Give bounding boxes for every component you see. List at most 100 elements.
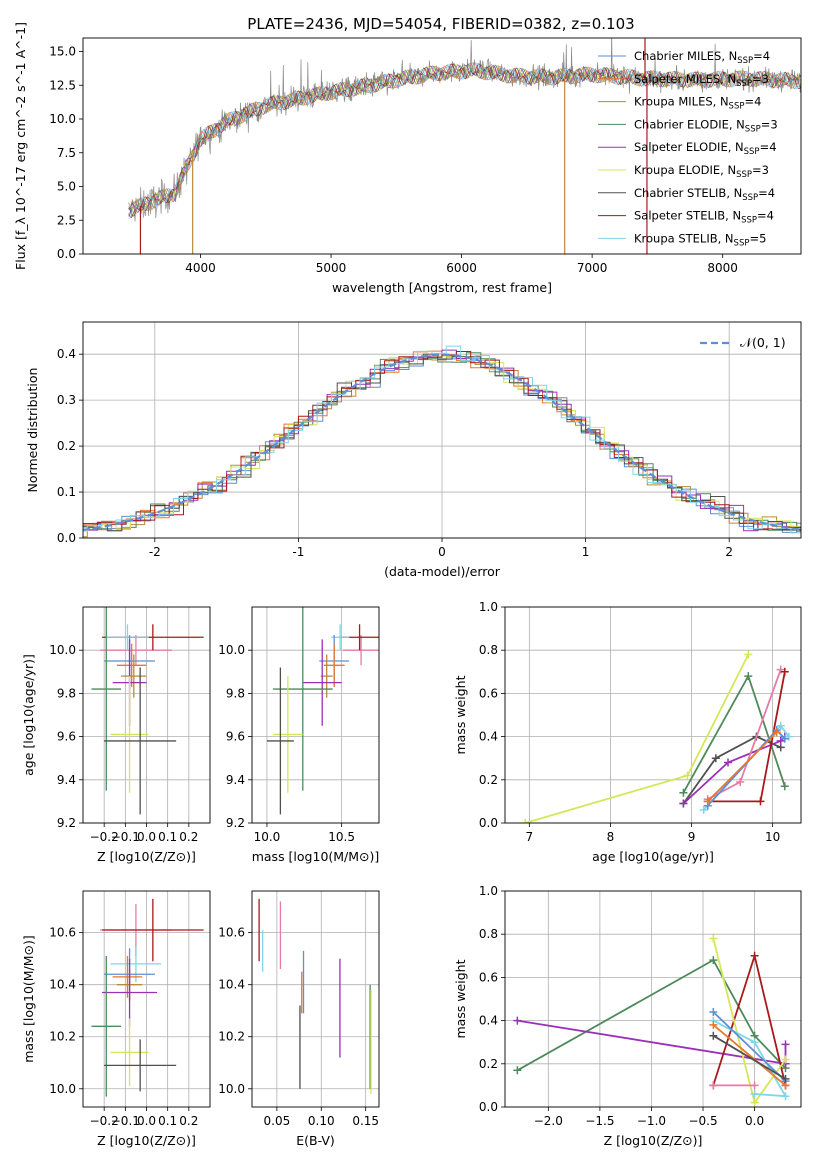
- mass-weight-marker: [724, 758, 733, 767]
- xtick-label: 0.0: [137, 1114, 156, 1128]
- xtick-label: 7: [526, 830, 534, 844]
- model-spectrum-line: [128, 64, 801, 216]
- mass-weight-marker: [709, 956, 718, 965]
- normal-curve: [83, 353, 801, 531]
- mass-weight-marker: [750, 1090, 759, 1099]
- legend-label-value: =3: [752, 163, 769, 177]
- legend-label-sub: SSP: [736, 170, 752, 180]
- xtick-label: 8: [607, 830, 615, 844]
- xtick-label: −0.1: [111, 1114, 140, 1128]
- mass-weight-marker: [679, 788, 688, 797]
- ytick-label: 9.6: [226, 730, 245, 744]
- mass-weight-marker: [780, 734, 789, 743]
- mass-weight-marker: [781, 1040, 790, 1049]
- ytick-label: 0.6: [479, 686, 498, 700]
- plot-area: [258, 898, 372, 1094]
- ytick-label: 9.6: [57, 730, 76, 744]
- legend-label: Kroupa ELODIE, NSSP=3: [634, 163, 769, 180]
- xtick-label: −1.0: [637, 1114, 666, 1128]
- plot-area: [513, 934, 790, 1107]
- mass-weight-line: [707, 731, 778, 803]
- mass-weight-marker: [784, 732, 793, 741]
- x-axis-label: Z [log10(Z/Z⊙)]: [97, 849, 196, 864]
- x-axis-label: Z [log10(Z/Z⊙)]: [97, 1133, 196, 1148]
- mass-weight-marker: [781, 1074, 790, 1083]
- y-axis-label: mass [log10(M/M⊙)]: [21, 935, 36, 1063]
- ytick-label: 0.0: [479, 1100, 498, 1114]
- plot-area: [91, 898, 204, 1097]
- mass-weight-marker: [781, 1055, 790, 1064]
- ytick-label: 0.4: [479, 730, 498, 744]
- mass-weight-marker: [711, 754, 720, 763]
- panel-mass-vs-metallicity: −0.2−0.10.0 0.1 0.2 10.0 10.2 10.4 10.6 Z [log1…: [21, 890, 211, 1148]
- x-axis-label: Z [log10(Z/Z⊙)]: [604, 1133, 703, 1148]
- ytick-label: 0.3: [57, 393, 76, 407]
- mass-weight-marker: [709, 1031, 718, 1040]
- mass-weight-line: [682, 735, 782, 805]
- xtick-label: 0.2: [179, 830, 198, 844]
- ytick-label: 10.0: [218, 1082, 245, 1096]
- mass-weight-marker: [744, 650, 753, 659]
- xtick-label: −0.2: [90, 830, 119, 844]
- ytick-label: 1.0: [479, 600, 498, 614]
- xtick-label: -1: [292, 545, 304, 559]
- legend-label: Salpeter STELIB, NSSP=4: [634, 209, 774, 226]
- legend-label-sub: SSP: [742, 193, 758, 203]
- panel-residual-histogram: -2 -1 0 1 2 0.0 0.1 0.2 0.3 0.4 (data-model)/error…: [25, 321, 802, 579]
- xtick-label: 8000: [707, 261, 738, 275]
- legend-label-text: Salpeter ELODIE, N: [634, 140, 744, 154]
- xtick-label: −1.5: [585, 1114, 614, 1128]
- xtick-label: −2.0: [534, 1114, 563, 1128]
- ytick-label: 7.5: [57, 146, 76, 160]
- ytick-label: 10.0: [49, 643, 76, 657]
- xtick-label: 0: [438, 545, 446, 559]
- ytick-label: 10.4: [49, 978, 76, 992]
- mass-weight-marker: [780, 667, 789, 676]
- y-axis-label: Flux [f_λ 10^-17 erg cm^-2 s^-1 A^-1]: [13, 22, 28, 270]
- mass-weight-marker: [756, 797, 765, 806]
- ytick-label: 5.0: [57, 180, 76, 194]
- mass-weight-marker: [750, 951, 759, 960]
- axes-frame: [504, 606, 802, 824]
- mass-weight-marker: [709, 1007, 718, 1016]
- legend-label: Chabrier STELIB, NSSP=4: [634, 186, 775, 203]
- xtick-label: 1: [582, 545, 590, 559]
- mass-weight-line: [516, 958, 787, 1072]
- xtick-label: 2: [725, 545, 733, 559]
- xtick-label: 0.10: [308, 1114, 335, 1128]
- legend-label-sub: SSP: [741, 216, 757, 226]
- axes-frame: [82, 606, 211, 824]
- model-spectrum-line: [128, 62, 801, 220]
- mass-weight-marker: [776, 736, 785, 745]
- legend-label-text: Chabrier MILES, N: [634, 49, 737, 63]
- ytick-label: 0.2: [57, 439, 76, 453]
- legend-label-text: Kroupa STELIB, N: [634, 231, 734, 245]
- panel-age-vs-metallicity: −0.2−0.10.0 0.1 0.2 9.2 9.4 9.6 9.8 10.0 Z [log1…: [21, 606, 211, 864]
- mass-weight-marker: [776, 721, 785, 730]
- axes-frame: [82, 321, 802, 539]
- mass-weight-marker: [683, 771, 692, 780]
- xtick-label: 0.2: [179, 1114, 198, 1128]
- ytick-label: 9.8: [57, 686, 76, 700]
- xtick-label: 0.1: [158, 1114, 177, 1128]
- legend-label-text: Chabrier ELODIE, N: [634, 117, 745, 131]
- legend-label-text: Kroupa ELODIE, N: [634, 163, 736, 177]
- ytick-label: 10.2: [218, 1030, 245, 1044]
- ytick-label: 0.6: [479, 970, 498, 984]
- plot-area: [521, 650, 793, 823]
- legend-label-text: Salpeter STELIB, N: [634, 209, 741, 223]
- ytick-label: 15.0: [49, 45, 76, 59]
- legend-label-value: =4: [760, 140, 777, 154]
- xtick-label: 10: [765, 830, 780, 844]
- xtick-label: -2: [149, 545, 161, 559]
- panel-age-vs-mass: 10.0 10.5 9.2 9.4 9.6 9.8 10.0 mass [log10(M/M⊙…: [218, 606, 380, 864]
- ytick-label: 0.0: [57, 247, 76, 261]
- mass-weight-marker: [709, 934, 718, 943]
- xtick-label: −0.1: [111, 830, 140, 844]
- legend-label-value: =4: [744, 95, 761, 109]
- xtick-label: 0.15: [352, 1114, 379, 1128]
- xtick-label: 0.0: [745, 1114, 764, 1128]
- ytick-label: 10.6: [218, 926, 245, 940]
- legend-label-sub: SSP: [744, 147, 760, 157]
